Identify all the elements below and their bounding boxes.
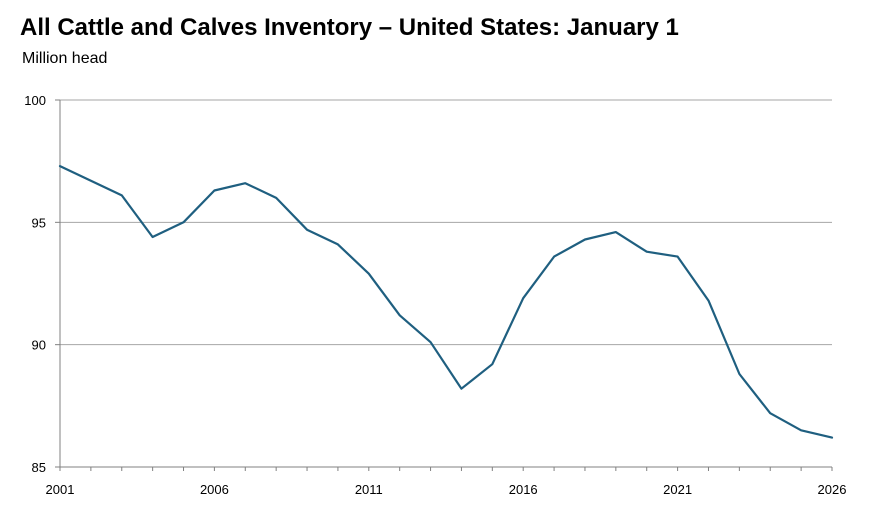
- y-tick-label: 95: [32, 215, 46, 230]
- y-tick-label: 100: [24, 93, 46, 108]
- x-tick-label: 2026: [818, 482, 847, 497]
- series-group: [58, 165, 834, 439]
- y-tick-label: 85: [32, 460, 46, 475]
- x-tick-label: 2001: [46, 482, 75, 497]
- x-tick-label: 2006: [200, 482, 229, 497]
- x-tick-label: 2016: [509, 482, 538, 497]
- gridlines: [60, 99, 832, 346]
- axes: [55, 99, 833, 471]
- tick-labels: 85 90 95 100 2001 2006 2011 2016 2021 2026: [24, 93, 846, 497]
- x-tick-label: 2011: [355, 482, 383, 497]
- chart-title: All Cattle and Calves Inventory – United…: [20, 14, 679, 41]
- chart-subtitle: Million head: [22, 50, 108, 67]
- y-tick-label: 90: [32, 338, 46, 353]
- x-tick-label: 2021: [663, 482, 692, 497]
- series-line: [58, 165, 834, 439]
